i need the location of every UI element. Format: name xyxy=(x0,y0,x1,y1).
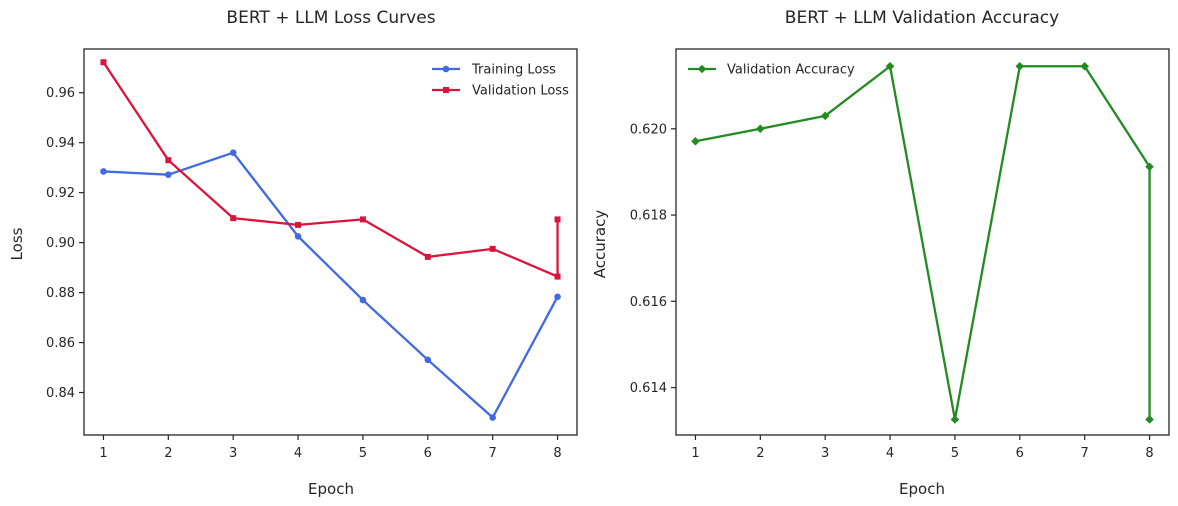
accuracy-ytick-label: 0.616 xyxy=(630,295,667,310)
loss-xtick-label: 8 xyxy=(553,446,561,461)
loss-chart-ylabel: Loss xyxy=(8,227,26,260)
accuracy-xtick-label: 4 xyxy=(886,446,894,461)
accuracy-xtick-label: 6 xyxy=(1016,446,1024,461)
loss-xtick-label: 3 xyxy=(229,446,237,461)
legend-entry-label: Validation Accuracy xyxy=(727,63,855,78)
legend-marker-swatch xyxy=(442,65,450,73)
loss-series-validation-loss-point xyxy=(554,216,561,223)
accuracy-series-validation-accuracy-point xyxy=(1145,415,1154,424)
accuracy-xtick-label: 7 xyxy=(1081,446,1089,461)
accuracy-series-validation-accuracy-point xyxy=(1080,61,1089,71)
accuracy-series-validation-accuracy-point xyxy=(1015,61,1025,71)
loss-series-training-loss-line xyxy=(103,151,559,419)
loss-xtick-label: 2 xyxy=(164,446,172,461)
loss-series-validation-loss-point xyxy=(489,245,496,252)
accuracy-ytick-label: 0.614 xyxy=(630,381,667,396)
loss-xtick-label: 5 xyxy=(359,446,367,461)
loss-ytick-label: 0.94 xyxy=(46,136,75,151)
accuracy-xtick-label: 1 xyxy=(691,446,699,461)
accuracy-series-validation-accuracy-point xyxy=(820,111,830,121)
accuracy-xtick-label: 3 xyxy=(821,446,829,461)
loss-ytick-label: 0.88 xyxy=(46,286,75,301)
accuracy-series-validation-accuracy-point xyxy=(885,61,895,71)
loss-ytick-label: 0.86 xyxy=(46,336,75,351)
loss-series-training-loss-point xyxy=(100,168,107,175)
accuracy-ytick-label: 0.620 xyxy=(630,122,667,137)
accuracy-ytick-label: 0.618 xyxy=(630,209,667,224)
loss-ytick-label: 0.92 xyxy=(46,186,75,201)
loss-series-training-loss-point xyxy=(359,296,367,304)
accuracy-series-validation-accuracy-line xyxy=(695,65,1151,421)
loss-xtick-label: 7 xyxy=(489,446,497,461)
accuracy-plot-frame xyxy=(675,48,1170,436)
loss-xtick-label: 4 xyxy=(294,446,302,461)
loss-ytick-label: 0.90 xyxy=(46,236,75,251)
loss-series-validation-loss-point xyxy=(295,221,302,228)
loss-chart-title: BERT + LLM Loss Curves xyxy=(226,8,435,28)
loss-xtick-label: 6 xyxy=(424,446,432,461)
legend-entry-label: Validation Loss xyxy=(472,84,569,99)
loss-series-validation-loss-point xyxy=(359,216,366,223)
loss-series-validation-loss-point xyxy=(554,273,561,280)
loss-ytick-label: 0.96 xyxy=(46,86,75,101)
loss-series-validation-loss-point xyxy=(424,253,431,260)
loss-series-training-loss-point xyxy=(165,171,172,178)
legend-entry-label: Training Loss xyxy=(471,63,556,78)
loss-xtick-label: 1 xyxy=(99,446,107,461)
loss-series-training-loss-point xyxy=(294,233,302,240)
accuracy-series-validation-accuracy-point xyxy=(691,136,700,146)
loss-series-training-loss-point xyxy=(424,356,432,364)
legend-marker-swatch xyxy=(697,64,707,74)
loss-legend: Training Loss Validation Loss xyxy=(432,63,569,99)
accuracy-xtick-label: 2 xyxy=(756,446,764,461)
accuracy-chart-xlabel: Epoch xyxy=(899,480,945,498)
legend-marker-swatch xyxy=(443,87,449,93)
accuracy-series-validation-accuracy-point xyxy=(756,124,765,134)
accuracy-xtick-label: 8 xyxy=(1145,446,1153,461)
loss-series-validation-loss-point xyxy=(230,215,237,222)
accuracy-series-validation-accuracy-point xyxy=(950,415,960,424)
loss-series-training-loss-point xyxy=(554,293,561,301)
loss-plot-frame xyxy=(83,48,578,436)
accuracy-series-validation-accuracy-point xyxy=(1145,162,1154,172)
loss-series-validation-loss-point xyxy=(165,157,172,164)
accuracy-xtick-label: 5 xyxy=(951,446,959,461)
loss-series-training-loss-point xyxy=(229,149,237,156)
accuracy-chart-title: BERT + LLM Validation Accuracy xyxy=(785,8,1059,28)
accuracy-chart-ylabel: Accuracy xyxy=(591,210,609,279)
loss-ytick-label: 0.84 xyxy=(46,386,75,401)
loss-series-validation-loss-point xyxy=(100,59,107,66)
accuracy-legend: Validation Accuracy xyxy=(688,63,855,78)
loss-series-training-loss-point xyxy=(489,414,496,421)
loss-chart-xlabel: Epoch xyxy=(308,480,354,498)
